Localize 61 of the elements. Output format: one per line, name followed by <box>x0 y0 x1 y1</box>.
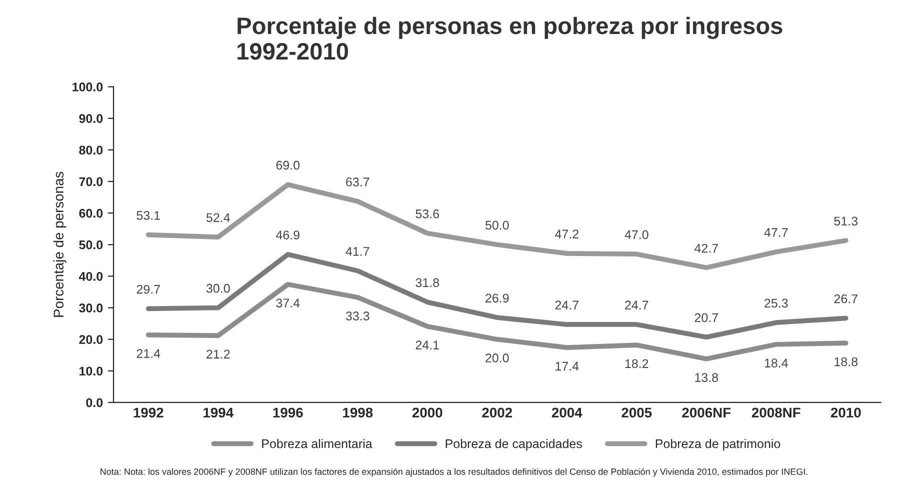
data-label: 41.7 <box>346 247 370 256</box>
data-label: 24.7 <box>625 300 648 310</box>
data-label: 50.0 <box>485 220 509 230</box>
y-tick-label: 70.0 <box>79 177 103 186</box>
data-label: 53.6 <box>416 209 439 218</box>
data-label: 37.4 <box>276 298 300 308</box>
chart-title: Porcentaje de personas en pobreza por ingresos 1992-2010 <box>238 16 782 60</box>
data-label: 20.7 <box>694 313 718 322</box>
data-label: 46.9 <box>276 230 300 240</box>
x-tick-label: 2004 <box>552 408 582 418</box>
x-tick-label: 2000 <box>412 408 442 418</box>
x-tick-label: 1998 <box>343 408 373 418</box>
x-tick-label: 2005 <box>622 408 652 418</box>
data-label: 53.1 <box>136 211 160 220</box>
data-label: 17.4 <box>556 362 579 370</box>
data-label: 21.2 <box>206 350 230 358</box>
data-label: 33.3 <box>346 312 370 320</box>
data-label: 25.3 <box>764 298 788 308</box>
x-tick-label: 2006NF <box>682 408 731 418</box>
legend-label: Pobreza de capacidades <box>446 438 582 451</box>
legend-label: Pobreza alimentaria <box>262 438 372 448</box>
y-tick-label: 0.0 <box>86 398 103 408</box>
legend-label: Pobreza de patrimonio <box>656 438 780 451</box>
data-label: 63.7 <box>346 178 370 186</box>
y-tick-label: 90.0 <box>79 114 103 123</box>
data-label: 18.2 <box>625 359 648 368</box>
data-label: 51.3 <box>834 216 858 226</box>
y-tick-label: 60.0 <box>79 208 103 218</box>
data-label: 52.4 <box>206 213 230 222</box>
x-tick-label: 1994 <box>204 408 234 418</box>
y-tick-label: 30.0 <box>79 304 103 312</box>
data-label: 20.0 <box>486 354 509 362</box>
data-label: 21.4 <box>136 349 160 358</box>
data-label: 47.0 <box>624 230 648 240</box>
data-label: 26.7 <box>834 294 858 304</box>
y-tick-label: 20.0 <box>79 335 103 344</box>
data-label: 26.9 <box>486 294 509 303</box>
y-axis-title: Porcentaje de personas <box>53 172 66 317</box>
x-tick-label: 1992 <box>134 408 164 418</box>
y-tick-label: 80.0 <box>79 146 103 155</box>
x-tick-label: 2008NF <box>752 408 800 418</box>
data-label: 31.8 <box>416 278 439 288</box>
text: Nota: Nota: los valores 2006NF y 2008NF utilizan los factores de expansión ajustados a los resultados definitivos del Censo de Población y Vivienda 2010, estimados por INEGI. <box>100 468 808 477</box>
data-label: 18.4 <box>764 358 788 368</box>
data-label: 42.7 <box>694 244 718 253</box>
data-label: 69.0 <box>276 160 300 170</box>
y-tick-label: 10.0 <box>80 366 103 376</box>
y-tick-label: 100.0 <box>72 82 103 92</box>
data-label: 29.7 <box>136 284 160 294</box>
x-tick-label: 1996 <box>273 408 303 418</box>
data-label: 47.2 <box>555 230 578 238</box>
data-label: 24.1 <box>416 340 439 350</box>
data-label: 30.0 <box>206 284 230 293</box>
data-label: 24.7 <box>555 300 578 310</box>
x-tick-label: 2010 <box>830 408 861 418</box>
y-tick-label: 40.0 <box>78 272 103 281</box>
data-label: 13.8 <box>695 373 718 382</box>
x-tick-label: 2002 <box>482 408 512 418</box>
y-tick-label: 50.0 <box>79 240 103 250</box>
data-label: 18.8 <box>834 357 858 366</box>
data-label: 47.7 <box>764 228 788 237</box>
